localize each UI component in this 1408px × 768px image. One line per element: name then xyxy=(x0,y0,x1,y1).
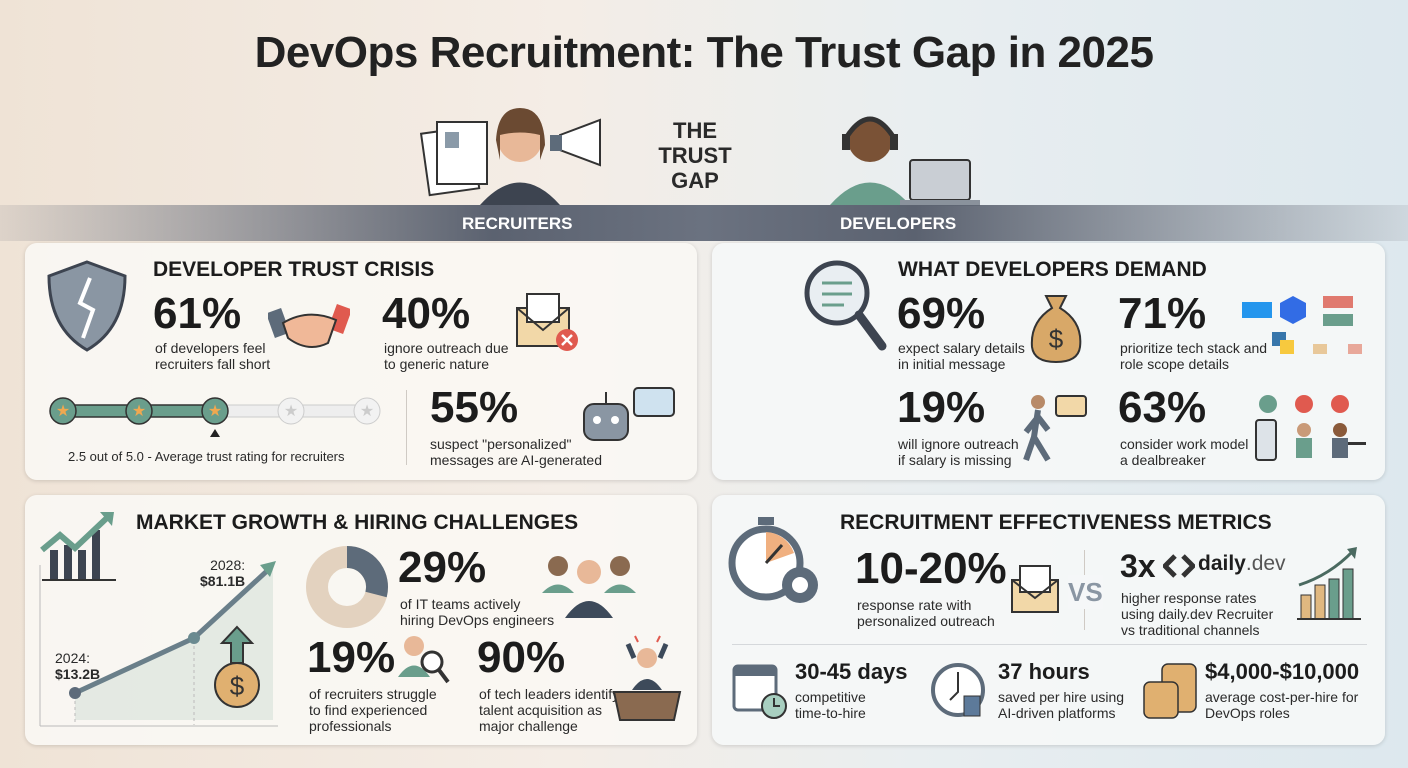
stat-desc: will ignore outreach if salary is missing xyxy=(898,436,1019,468)
stat-value: 71% xyxy=(1118,289,1207,338)
star-empty: ★ xyxy=(353,397,381,425)
bar-growth-icon xyxy=(1297,547,1361,620)
trust-gap-label: THE TRUST GAP xyxy=(640,118,750,193)
metrics-panel xyxy=(712,495,1385,745)
money-bag-icon: $ xyxy=(1030,295,1082,364)
megaphone-icon xyxy=(550,118,601,167)
stat-value: 61% xyxy=(153,289,242,338)
metrics-heading: RECRUITMENT EFFECTIVENESS METRICS xyxy=(840,511,1272,534)
walking-away-icon xyxy=(1023,395,1087,462)
market-heading: MARKET GROWTH & HIRING CHALLENGES xyxy=(136,511,579,534)
trust-crisis-panel xyxy=(25,243,697,480)
svg-text:$: $ xyxy=(1049,324,1064,354)
stat-desc: higher response rates using daily.dev Rec… xyxy=(1121,590,1274,638)
handshake-icon xyxy=(268,304,350,348)
star-filled: ★ xyxy=(49,397,77,425)
point-2028 xyxy=(188,632,200,644)
gap-line: TRUST xyxy=(658,143,732,168)
stat-desc: of IT teams actively hiring DevOps engine… xyxy=(400,596,555,628)
stat-value: 55% xyxy=(430,383,519,432)
divider xyxy=(732,644,1367,645)
stat-desc: of recruiters struggle to find experience… xyxy=(309,686,437,734)
stat-value: 30-45 days xyxy=(795,659,908,684)
star-empty: ★ xyxy=(277,397,305,425)
recruiter-search-icon xyxy=(398,636,450,684)
recruiters-label: RECRUITERS xyxy=(462,214,573,233)
demands-heading: WHAT DEVELOPERS DEMAND xyxy=(898,258,1207,281)
stat-desc: of developers feel recruiters fall short xyxy=(155,340,271,372)
clock-ai-chip-icon xyxy=(931,663,985,717)
growth-2024-label: 2024: $13.2B xyxy=(55,650,101,682)
work-model-icon xyxy=(1255,395,1366,461)
stat-desc: competitive time-to-hire xyxy=(795,689,866,721)
svg-text:★: ★ xyxy=(208,403,222,420)
stat-value: 37 hours xyxy=(998,659,1090,684)
coin-stacks-icon xyxy=(1143,663,1197,719)
broken-shield-icon xyxy=(47,260,127,352)
calendar-clock-icon xyxy=(732,664,787,719)
recruiter-avatar xyxy=(480,108,560,205)
trust-rating-label: 2.5 out of 5.0 - Average trust rating fo… xyxy=(68,449,345,464)
stressed-leader-icon xyxy=(612,635,682,721)
stat-desc: average cost-per-hire for DevOps roles xyxy=(1205,689,1359,721)
star-filled: ★ xyxy=(201,397,229,425)
resume-icon xyxy=(419,121,488,197)
stat-value: $4,000-$10,000 xyxy=(1205,659,1360,684)
laptop-icon xyxy=(900,159,980,206)
trust-crisis-heading: DEVELOPER TRUST CRISIS xyxy=(153,258,435,281)
stat-value: 3x xyxy=(1120,548,1156,584)
stat-value: 29% xyxy=(398,543,487,592)
dollar-up-icon: $ xyxy=(214,625,260,708)
stat-value: 90% xyxy=(477,633,566,682)
donut-slice xyxy=(346,546,388,598)
robot-chat-icon xyxy=(583,387,675,441)
stopwatch-gear-icon xyxy=(728,517,818,603)
trust-rating-stars: ★ ★ ★ ★ ★ xyxy=(49,397,381,437)
star-filled: ★ xyxy=(125,397,153,425)
stat-value: 69% xyxy=(897,289,986,338)
gap-line: GAP xyxy=(671,168,719,193)
stat-value: 63% xyxy=(1118,383,1207,432)
rating-marker xyxy=(210,429,220,437)
arrow-head xyxy=(260,561,276,577)
envelope-icon xyxy=(1011,565,1059,613)
stat-desc: suspect "personalized" messages are AI-ge… xyxy=(430,436,602,468)
header-band xyxy=(0,205,1408,241)
growth-2028-label: 2028: $81.1B xyxy=(200,557,246,589)
svg-text:$: $ xyxy=(230,671,245,701)
svg-text:★: ★ xyxy=(132,403,146,420)
growth-chart-icon xyxy=(40,512,116,581)
svg-text:★: ★ xyxy=(284,403,298,420)
donut-29-percent xyxy=(306,546,388,628)
daily-dev-brand: daily.dev xyxy=(1198,552,1286,575)
stat-desc: response rate with personalized outreach xyxy=(857,597,995,629)
point-2024 xyxy=(69,687,81,699)
svg-text:★: ★ xyxy=(360,403,374,420)
developer-avatar xyxy=(830,116,910,205)
stat-value: 40% xyxy=(382,289,471,338)
rejected-envelope-icon xyxy=(516,293,578,351)
page-title: DevOps Recruitment: The Trust Gap in 202… xyxy=(254,28,1154,77)
stat-desc: consider work model a dealbreaker xyxy=(1120,436,1249,468)
stat-desc: prioritize tech stack and role scope deta… xyxy=(1120,340,1268,372)
svg-text:★: ★ xyxy=(56,403,70,420)
stat-desc: of tech leaders identify talent acquisiti… xyxy=(479,686,620,734)
divider xyxy=(406,390,407,465)
gap-line: THE xyxy=(673,118,717,143)
vs-label: VS xyxy=(1068,575,1103,609)
team-people-icon xyxy=(542,556,636,618)
tech-stack-icon xyxy=(1242,296,1362,354)
stat-desc: saved per hire using AI-driven platforms xyxy=(998,689,1125,721)
stat-value: 10-20% xyxy=(855,544,1007,593)
stat-desc: ignore outreach due to generic nature xyxy=(384,340,509,372)
stat-value: 19% xyxy=(307,633,396,682)
stat-desc: expect salary details in initial message xyxy=(898,340,1025,372)
checklist-magnifier-icon xyxy=(804,260,887,351)
developers-label: DEVELOPERS xyxy=(840,214,957,233)
stat-value: 19% xyxy=(897,383,986,432)
daily-dev-logo-icon xyxy=(1163,554,1195,578)
